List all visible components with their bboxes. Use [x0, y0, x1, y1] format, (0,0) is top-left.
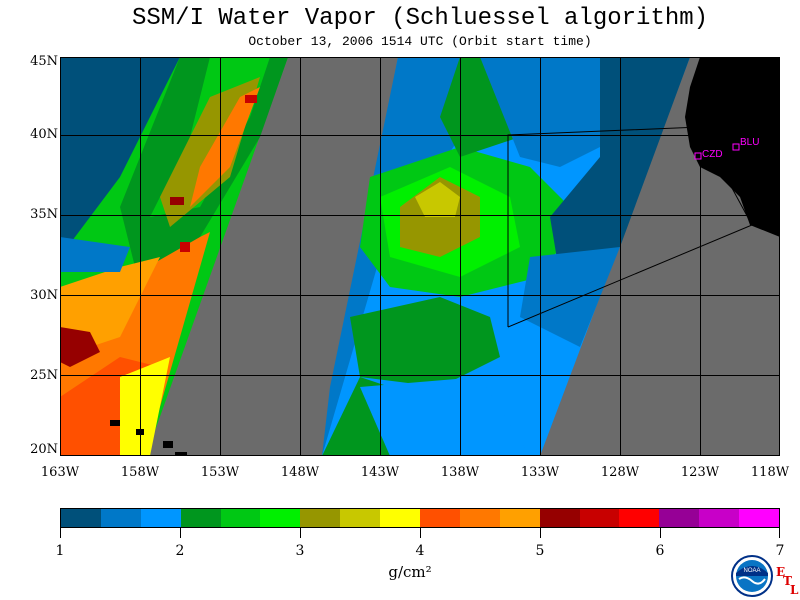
etl-letter-t: T: [783, 574, 792, 588]
lon-label-138w: 138W: [440, 465, 480, 480]
colorbar-swatch: [260, 509, 301, 527]
map-subtitle: October 13, 2006 1514 UTC (Orbit start t…: [248, 34, 592, 49]
map-canvas: CZD BLU: [60, 57, 780, 456]
colorbar-swatch: [420, 509, 460, 527]
lat-label-45n: 45N: [30, 54, 58, 69]
colorbar-label: 5: [535, 543, 545, 559]
colorbar-unit: g/cm²: [388, 563, 432, 581]
colorbar-swatch: [659, 509, 700, 527]
colorbar-swatch: [499, 509, 540, 527]
colorbar-swatch: [699, 509, 740, 527]
noaa-logo-text: NOAA: [743, 568, 760, 574]
colorbar-label: 1: [55, 543, 65, 559]
lon-label-153w: 153W: [200, 465, 240, 480]
station-marker-czd: [694, 152, 702, 160]
colorbar: [60, 508, 780, 528]
colorbar-tick: [779, 528, 780, 538]
lon-label-133w: 133W: [520, 465, 560, 480]
map-title: SSM/I Water Vapor (Schluessel algorithm): [131, 5, 709, 32]
colorbar-swatch: [61, 509, 101, 527]
lat-label-35n: 35N: [30, 207, 58, 222]
lat-label-25n: 25N: [30, 368, 58, 383]
lon-label-128w: 128W: [600, 465, 640, 480]
lat-label-40n: 40N: [30, 127, 58, 142]
lat-label-20n: 20N: [30, 442, 58, 457]
colorbar-label: 2: [175, 543, 185, 559]
station-markers: CZD BLU: [694, 137, 759, 160]
station-label-czd: CZD: [702, 149, 723, 160]
colorbar-swatch: [539, 509, 580, 527]
colorbar-swatch: [140, 509, 181, 527]
domain-outline: [507, 126, 753, 328]
lon-label-163w: 163W: [40, 465, 80, 480]
colorbar-swatch: [739, 509, 780, 527]
lon-label-118w: 118W: [750, 465, 790, 480]
colorbar-label: 3: [295, 543, 305, 559]
colorbar-swatch: [340, 509, 381, 527]
noaa-logo: NOAA: [731, 555, 773, 597]
colorbar-tick: [300, 528, 301, 538]
lon-label-123w: 123W: [680, 465, 720, 480]
lat-lon-grid: [60, 57, 780, 456]
colorbar-swatch: [380, 509, 421, 527]
colorbar-swatch: [100, 509, 141, 527]
colorbar-tick: [420, 528, 421, 538]
colorbar-label: 4: [415, 543, 425, 559]
colorbar-swatch: [220, 509, 261, 527]
lat-label-30n: 30N: [30, 288, 58, 303]
etl-letter-l: L: [790, 583, 799, 597]
colorbar-swatch: [180, 509, 221, 527]
station-label-blu: BLU: [740, 137, 759, 148]
colorbar-label: 6: [655, 543, 665, 559]
colorbar-tick: [180, 528, 181, 538]
etl-letter-e: E: [776, 565, 786, 579]
colorbar-swatch: [459, 509, 500, 527]
colorbar-swatch: [579, 509, 620, 527]
colorbar-tick: [540, 528, 541, 538]
colorbar-swatch: [300, 509, 341, 527]
colorbar-tick: [60, 528, 61, 538]
lon-label-143w: 143W: [360, 465, 400, 480]
colorbar-swatch: [619, 509, 660, 527]
lon-label-148w: 148W: [280, 465, 320, 480]
middle-swath: [322, 57, 690, 456]
colorbar-label: 7: [775, 543, 785, 559]
water-vapor-map: CZD BLU: [60, 57, 780, 456]
west-swath: [60, 57, 288, 456]
colorbar-tick: [660, 528, 661, 538]
station-marker-blu: [732, 143, 740, 151]
etl-logo: E T L: [775, 565, 800, 600]
lon-label-158w: 158W: [120, 465, 160, 480]
